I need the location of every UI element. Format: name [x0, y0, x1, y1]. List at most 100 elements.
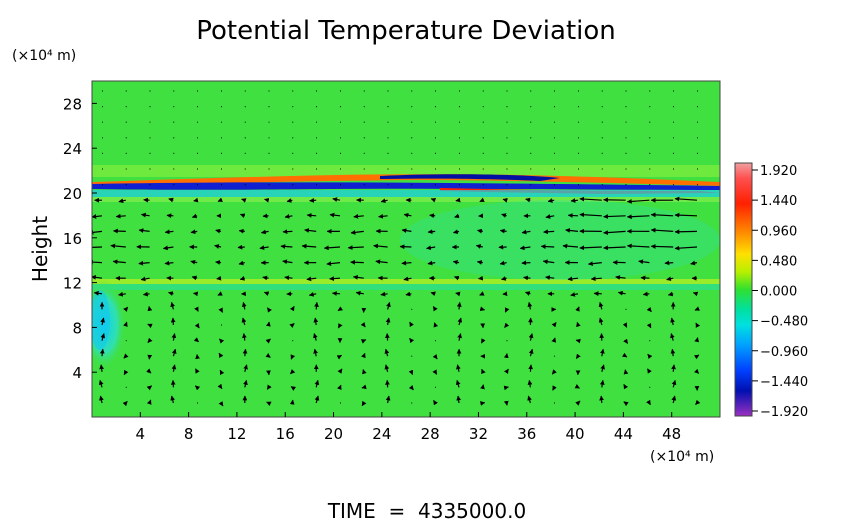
wind-vector	[433, 322, 439, 328]
wind-vector	[290, 354, 296, 360]
wind-vector	[352, 274, 364, 280]
x-tick-label: 8	[184, 425, 194, 443]
wind-vector	[331, 291, 341, 296]
wind-vector	[405, 291, 412, 297]
wind-vector	[545, 214, 555, 219]
wind-vector	[336, 354, 342, 360]
wind-vector	[692, 291, 699, 297]
wind-vector	[329, 276, 341, 281]
wind-vector	[138, 228, 150, 234]
wind-vector	[190, 229, 198, 235]
wind-vector	[332, 197, 341, 202]
wind-vector	[501, 276, 507, 281]
colorbar-tick-label: 0.480	[760, 254, 797, 269]
wind-vector	[309, 198, 317, 203]
wind-vector	[347, 245, 364, 250]
wind-vector	[670, 333, 675, 341]
x-tick-label: 36	[517, 425, 536, 443]
wind-vector	[265, 338, 271, 344]
wind-vector	[670, 348, 676, 357]
wind-vector	[562, 243, 579, 249]
wind-vector	[218, 401, 224, 407]
wind-vector	[525, 197, 531, 203]
wind-vector	[671, 395, 677, 404]
wind-vector	[430, 197, 437, 203]
wind-vector	[93, 290, 103, 296]
wind-vector	[238, 228, 245, 234]
wind-vector	[264, 197, 270, 203]
wind-vector	[667, 291, 674, 297]
wind-vector	[646, 306, 652, 313]
wind-vector	[110, 243, 126, 249]
y-tick-label: 24	[63, 140, 82, 158]
wind-vector	[241, 301, 247, 310]
wind-vector	[218, 338, 225, 344]
wind-vector	[646, 322, 652, 329]
wind-vector	[540, 244, 555, 249]
wind-vector	[551, 337, 557, 343]
wind-vector	[666, 276, 674, 282]
wind-vector	[551, 322, 557, 328]
wind-vector	[456, 364, 461, 372]
wind-vector	[671, 379, 677, 388]
y-axis: 4 8 12 16 20 24 28	[63, 95, 97, 382]
wind-vector	[193, 197, 199, 203]
wind-vector	[361, 352, 366, 359]
wind-vector	[519, 245, 531, 251]
wind-vector	[545, 275, 555, 280]
wind-vector	[504, 368, 509, 375]
wind-vector	[242, 348, 248, 357]
wind-vector	[457, 333, 462, 341]
wind-vector	[266, 307, 272, 313]
y-tick-label: 16	[63, 230, 82, 248]
wind-vector	[456, 301, 462, 310]
wind-vector	[433, 400, 438, 406]
wind-vector	[477, 228, 483, 234]
wind-vector	[499, 260, 507, 266]
wind-vector	[194, 368, 200, 374]
wind-vector	[456, 395, 462, 404]
wind-vector	[218, 352, 224, 359]
wind-vector	[626, 243, 650, 249]
wind-vector	[168, 197, 174, 203]
wind-vector	[337, 384, 342, 391]
wind-vector	[243, 364, 248, 372]
wind-vector	[147, 323, 153, 329]
wind-vector	[171, 348, 177, 357]
wind-vector	[306, 213, 317, 218]
wind-vector	[452, 259, 460, 265]
wind-vector	[527, 395, 532, 404]
wind-vector	[194, 385, 201, 391]
wind-vector	[543, 229, 555, 235]
wind-vector	[308, 291, 317, 297]
wind-vector	[337, 323, 343, 329]
wind-vector	[284, 214, 293, 219]
wind-vector	[575, 353, 581, 359]
wind-vector	[674, 196, 698, 202]
wind-vector	[576, 321, 581, 328]
wind-vector	[430, 291, 436, 297]
wind-vector	[289, 369, 296, 375]
wind-vector	[164, 260, 174, 266]
wind-vector	[355, 290, 364, 296]
wind-vector	[260, 229, 269, 235]
wind-vector	[147, 306, 153, 312]
wind-vector	[92, 246, 103, 248]
wind-vector	[289, 322, 295, 329]
wind-vector	[409, 337, 415, 344]
wind-vector	[455, 291, 461, 297]
wind-vector	[622, 322, 628, 328]
wind-vector	[528, 333, 534, 341]
wind-vector	[314, 379, 320, 388]
wind-vector	[170, 301, 175, 310]
wind-vector	[603, 214, 626, 219]
x-tick-label: 28	[421, 425, 440, 443]
wind-vector	[217, 197, 223, 203]
wind-vector	[92, 259, 103, 265]
wind-vector	[380, 291, 388, 297]
wind-vector	[123, 321, 128, 327]
wind-vector	[380, 198, 388, 204]
wind-vector	[403, 276, 412, 282]
wind-vector	[218, 307, 224, 313]
